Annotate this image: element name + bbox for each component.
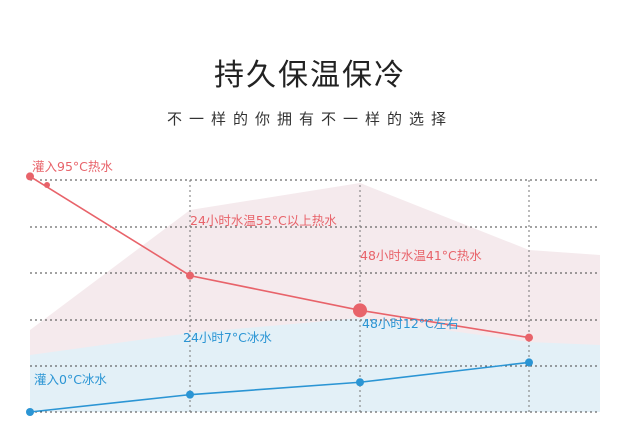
cool-background-area (30, 318, 600, 412)
cold-series-line (29, 361, 530, 413)
hot-start-marker (44, 182, 50, 188)
cold-data-label-0: 灌入0°C冰水 (34, 372, 107, 387)
hot-data-label-0: 灌入95°C热水 (32, 159, 113, 174)
page-title: 持久保温保冷 (214, 58, 406, 93)
cold-data-label-2: 48小时12°C左右 (362, 316, 459, 331)
hot-series-line (29, 175, 530, 339)
cold-data-point-2 (356, 378, 364, 387)
hot-data-point-3 (525, 333, 533, 342)
hot-data-point-0 (26, 172, 34, 181)
hot-data-point-2 (353, 303, 367, 318)
hot-data-point-1 (186, 271, 194, 280)
cold-data-point-0 (26, 408, 34, 416)
cold-data-point-3 (525, 358, 533, 367)
cold-data-label-1: 24小时7°C冰水 (183, 330, 272, 345)
page-subtitle: 不一样的你拥有不一样的选择 (166, 110, 453, 128)
cold-data-point-1 (186, 390, 194, 399)
hot-data-label-1: 24小时水温55°C以上热水 (190, 213, 337, 228)
hot-data-label-2: 48小时水温41°C热水 (360, 248, 482, 263)
